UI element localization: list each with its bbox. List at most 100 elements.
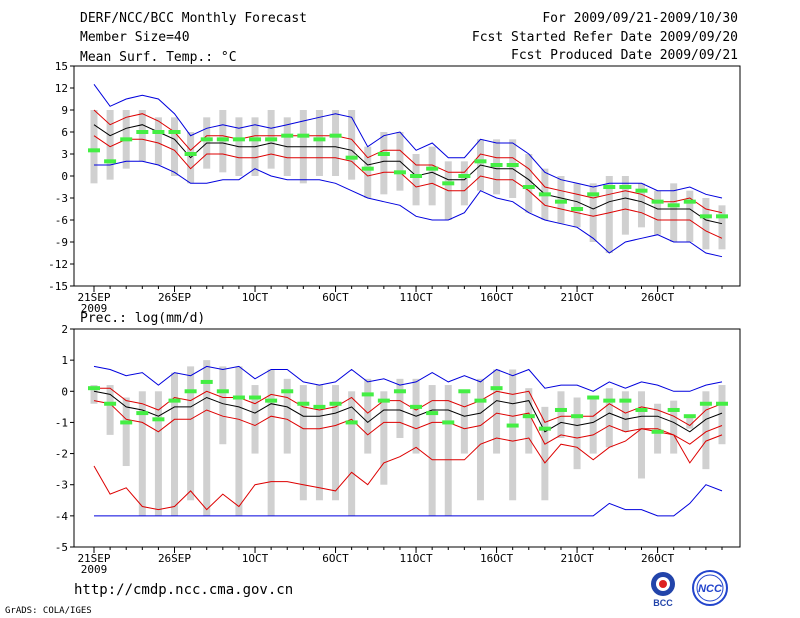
ensemble-box: [106, 385, 114, 435]
median-marker: [281, 133, 294, 138]
y-tick-label: 12: [55, 82, 68, 95]
median-marker: [88, 148, 100, 153]
y-tick-label: 0: [61, 170, 68, 183]
median-marker: [426, 166, 439, 171]
ensemble-box: [573, 397, 581, 470]
ensemble-box: [251, 385, 259, 454]
panel-title: Mean Surf. Temp.: °C: [80, 50, 237, 65]
median-marker: [345, 420, 358, 425]
ensemble-box: [90, 385, 98, 404]
median-marker: [474, 159, 487, 164]
ensemble-box: [235, 366, 243, 516]
ensemble-box: [380, 391, 388, 485]
ensemble-box: [122, 397, 130, 467]
ncc-logo-text: NCC: [698, 583, 723, 595]
line-ensemble-mean: [93, 124, 723, 225]
y-tick-label: -1: [55, 416, 68, 429]
median-marker: [571, 414, 584, 419]
ensemble-box: [589, 397, 597, 454]
median-marker: [538, 192, 551, 197]
median-marker: [104, 159, 117, 164]
median-marker: [313, 404, 326, 409]
line-lower-quartile: [93, 400, 723, 445]
median-marker: [136, 411, 149, 416]
ensemble-box: [573, 183, 581, 228]
ensemble-box: [332, 110, 340, 176]
ncc-logo: NCC: [692, 570, 728, 606]
median-marker: [699, 214, 712, 219]
median-marker: [619, 398, 632, 403]
y-tick-label: -6: [55, 214, 68, 227]
x-tick-label: 16OCT: [480, 552, 513, 565]
ensemble-box: [654, 190, 662, 235]
median-marker: [88, 386, 100, 391]
median-marker: [474, 398, 487, 403]
y-tick-label: -2: [55, 448, 68, 461]
median-marker: [603, 398, 616, 403]
ensemble-box: [525, 388, 533, 454]
ensemble-box: [203, 360, 211, 516]
ensemble-box: [493, 369, 501, 454]
median-marker: [410, 404, 423, 409]
y-tick-label: -12: [48, 258, 68, 271]
ensemble-box: [348, 110, 356, 180]
ensemble-box: [686, 190, 694, 242]
median-marker: [265, 398, 278, 403]
median-marker: [168, 398, 181, 403]
ensemble-box: [171, 117, 179, 176]
chart-title: DERF/NCC/BCC Monthly Forecast: [80, 11, 307, 26]
median-marker: [329, 133, 342, 138]
y-tick-label: 2: [61, 323, 68, 336]
ensemble-box: [460, 161, 468, 206]
line-max: [93, 365, 723, 392]
median-marker: [699, 401, 712, 406]
line-ensemble-mean: [93, 390, 723, 433]
ensemble-box: [702, 198, 710, 250]
median-marker: [104, 401, 117, 406]
x-tick-label: 6OCT: [322, 552, 349, 565]
median-marker: [361, 166, 374, 171]
member-size: Member Size=40: [80, 30, 190, 45]
median-marker: [329, 401, 342, 406]
ensemble-box: [267, 369, 275, 516]
median-marker: [232, 137, 245, 142]
ensemble-box: [154, 117, 162, 165]
median-marker: [603, 185, 616, 189]
median-marker: [458, 174, 471, 178]
median-marker: [667, 407, 680, 412]
median-marker: [345, 155, 358, 160]
bcc-logo-text: BCC: [653, 598, 673, 608]
median-marker: [587, 192, 600, 197]
y-tick-label: -15: [48, 280, 68, 293]
median-marker: [490, 163, 503, 167]
line-min: [93, 428, 723, 511]
source-url[interactable]: http://cmdp.ncc.cma.gov.cn: [74, 582, 294, 598]
bcc-logo: BCC: [651, 572, 675, 608]
ensemble-box: [670, 183, 678, 242]
x-tick-label: 1OCT: [242, 552, 269, 565]
ensemble-box: [509, 369, 517, 501]
x-year-label: 2009: [81, 302, 108, 315]
median-marker: [426, 411, 439, 416]
x-tick-label: 21OCT: [561, 552, 594, 565]
x-year-label: 2009: [81, 563, 108, 576]
median-marker: [490, 386, 503, 391]
x-tick-label: 1OCT: [242, 291, 269, 304]
median-marker: [651, 429, 664, 434]
ensemble-box: [718, 385, 726, 445]
ensemble-box: [348, 391, 356, 516]
y-tick-label: -5: [55, 541, 68, 554]
ensemble-box: [557, 391, 565, 438]
ensemble-box: [396, 378, 404, 438]
median-marker: [232, 395, 245, 400]
y-tick-label: 1: [61, 354, 68, 367]
ensemble-box: [428, 385, 436, 516]
median-marker: [184, 389, 197, 394]
median-marker: [393, 389, 406, 394]
ensemble-box: [364, 146, 372, 198]
median-marker: [216, 389, 229, 394]
y-tick-label: 3: [61, 148, 68, 161]
median-marker: [249, 395, 262, 400]
ensemble-box: [428, 146, 436, 206]
y-tick-label: 9: [61, 104, 68, 117]
